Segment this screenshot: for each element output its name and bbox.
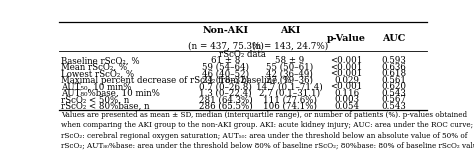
Text: Maximal percent decrease of rScO₂ from baseline, %: Maximal percent decrease of rScO₂ from b…: [61, 76, 291, 85]
Text: p-Value: p-Value: [327, 34, 366, 43]
Text: <0.001: <0.001: [330, 82, 363, 91]
Text: 0.561: 0.561: [381, 76, 406, 85]
Text: Non-AKI: Non-AKI: [202, 26, 248, 35]
Text: 111 (77.6%): 111 (77.6%): [263, 95, 317, 104]
Text: 58 ± 9: 58 ± 9: [275, 56, 304, 65]
Text: 0.003: 0.003: [334, 95, 359, 104]
Text: 0.636: 0.636: [381, 63, 406, 72]
Text: AUC: AUC: [382, 34, 405, 43]
Text: 27 (19–36): 27 (19–36): [266, 76, 313, 85]
Text: 106 (74.1%): 106 (74.1%): [263, 102, 317, 111]
Text: 0.593: 0.593: [381, 56, 406, 65]
Text: 0.029: 0.029: [334, 76, 359, 85]
Text: 0.618: 0.618: [381, 69, 406, 78]
Text: 0.116: 0.116: [334, 89, 359, 98]
Text: AUT₈₀%base, 10 min%: AUT₈₀%base, 10 min%: [61, 89, 160, 98]
Text: <0.001: <0.001: [330, 63, 363, 72]
Text: 281 (64.3%): 281 (64.3%): [199, 95, 252, 104]
Text: <0.001: <0.001: [330, 69, 363, 78]
Text: 55 (50–61): 55 (50–61): [266, 63, 313, 72]
Text: 46 (40–52): 46 (40–52): [202, 69, 249, 78]
Text: Mean rScO₂, %: Mean rScO₂, %: [61, 63, 127, 72]
Text: 0.543: 0.543: [381, 102, 406, 111]
Text: Baseline rScO₂, %: Baseline rScO₂, %: [61, 56, 140, 65]
Text: <0.001: <0.001: [330, 56, 363, 65]
Text: Lowest rScO₂, %: Lowest rScO₂, %: [61, 69, 134, 78]
Text: 0.7 (0–26.8): 0.7 (0–26.8): [199, 82, 252, 91]
Text: 0.054: 0.054: [334, 102, 359, 111]
Text: 0.543: 0.543: [381, 89, 406, 98]
Text: 2.7 (0.1–31.1): 2.7 (0.1–31.1): [259, 89, 320, 98]
Text: 24 (18–32): 24 (18–32): [202, 76, 249, 85]
Text: 59 (54–64): 59 (54–64): [202, 63, 249, 72]
Text: 14.7 (0.1–71.4): 14.7 (0.1–71.4): [256, 82, 323, 91]
Text: 286 (65.5%): 286 (65.5%): [199, 102, 252, 111]
Text: 42 (36–49): 42 (36–49): [266, 69, 313, 78]
Text: AUT₅₀, 10 min%: AUT₅₀, 10 min%: [61, 82, 132, 91]
Text: rScO₂ < 80%base, n: rScO₂ < 80%base, n: [61, 102, 150, 111]
Text: rScO₂ data: rScO₂ data: [219, 50, 266, 59]
Text: rScO₂ < 50%, n: rScO₂ < 50%, n: [61, 95, 129, 104]
Text: 61 ± 8: 61 ± 8: [211, 56, 240, 65]
Text: (n = 143, 24.7%): (n = 143, 24.7%): [252, 41, 328, 50]
Text: 1.3 (0–22.4): 1.3 (0–22.4): [199, 89, 252, 98]
Text: AKI: AKI: [280, 26, 300, 35]
Text: 0.620: 0.620: [381, 82, 406, 91]
Text: (n = 437, 75.3%): (n = 437, 75.3%): [188, 41, 264, 50]
Text: Values are presented as mean ± SD, median (interquartile range), or number of pa: Values are presented as mean ± SD, media…: [61, 111, 474, 150]
Text: 0.567: 0.567: [381, 95, 406, 104]
